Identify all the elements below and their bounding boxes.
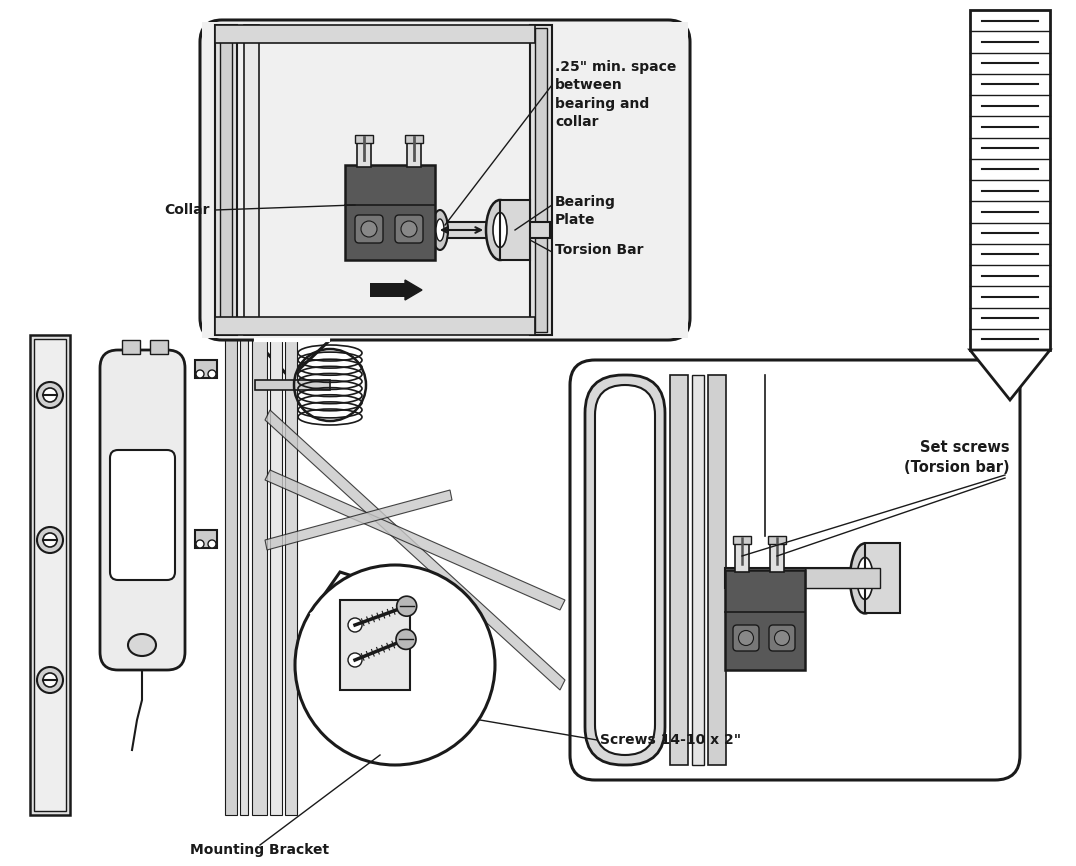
FancyBboxPatch shape <box>570 360 1020 780</box>
Bar <box>252 335 267 815</box>
Ellipse shape <box>362 221 377 237</box>
Bar <box>225 335 237 815</box>
Ellipse shape <box>436 219 444 241</box>
Bar <box>708 375 726 765</box>
Polygon shape <box>969 350 1050 400</box>
Bar <box>530 25 552 335</box>
Circle shape <box>208 370 216 378</box>
Circle shape <box>37 527 63 553</box>
Polygon shape <box>265 490 452 550</box>
Bar <box>535 28 547 332</box>
Bar <box>202 22 688 338</box>
FancyBboxPatch shape <box>585 375 665 765</box>
Text: Screws 14-10 x 2": Screws 14-10 x 2" <box>600 733 741 747</box>
Circle shape <box>396 630 416 650</box>
Circle shape <box>397 596 416 617</box>
Text: Collar: Collar <box>165 203 210 217</box>
FancyBboxPatch shape <box>733 625 759 651</box>
Bar <box>150 340 168 354</box>
Bar <box>34 339 66 811</box>
Ellipse shape <box>401 221 417 237</box>
Bar <box>405 135 423 143</box>
Bar <box>220 28 232 332</box>
Circle shape <box>208 540 216 548</box>
Bar <box>500 200 530 260</box>
FancyBboxPatch shape <box>769 625 795 651</box>
Ellipse shape <box>850 543 880 613</box>
Text: Torsion Bar: Torsion Bar <box>555 243 643 257</box>
Bar <box>345 165 435 260</box>
FancyBboxPatch shape <box>395 215 423 243</box>
Polygon shape <box>255 340 330 378</box>
FancyBboxPatch shape <box>110 450 175 580</box>
Text: .25" min. space
between
bearing and
collar: .25" min. space between bearing and coll… <box>555 60 677 129</box>
Bar <box>30 335 70 815</box>
Bar <box>215 25 237 335</box>
Bar <box>670 375 688 765</box>
Circle shape <box>348 653 362 667</box>
Bar <box>195 360 217 378</box>
Bar <box>215 25 535 43</box>
Bar <box>355 135 373 143</box>
Bar <box>735 538 749 572</box>
Text: Set screws
(Torsion bar): Set screws (Torsion bar) <box>904 440 1010 475</box>
Bar <box>122 340 140 354</box>
Polygon shape <box>265 410 565 690</box>
Ellipse shape <box>856 558 873 599</box>
Circle shape <box>43 673 57 687</box>
Bar <box>440 222 550 238</box>
Bar <box>285 335 297 815</box>
Text: Bearing
Plate: Bearing Plate <box>555 195 615 228</box>
Ellipse shape <box>738 630 753 645</box>
FancyBboxPatch shape <box>200 20 690 340</box>
Text: Mounting Bracket: Mounting Bracket <box>190 843 329 857</box>
Ellipse shape <box>128 634 156 656</box>
Circle shape <box>37 382 63 408</box>
Bar <box>865 543 900 613</box>
Bar <box>725 568 855 588</box>
Bar <box>692 375 704 765</box>
Circle shape <box>43 533 57 547</box>
Bar <box>340 600 410 690</box>
Bar <box>733 536 751 544</box>
Circle shape <box>37 667 63 693</box>
Bar <box>370 283 410 297</box>
Bar <box>255 380 330 390</box>
FancyBboxPatch shape <box>100 350 185 670</box>
Bar <box>768 536 785 544</box>
Ellipse shape <box>486 200 514 260</box>
Bar <box>195 530 217 548</box>
Bar <box>969 10 1050 350</box>
Circle shape <box>348 618 362 632</box>
Bar <box>244 25 259 335</box>
Circle shape <box>43 388 57 402</box>
Ellipse shape <box>775 630 790 645</box>
Ellipse shape <box>431 210 448 250</box>
Bar <box>500 200 530 260</box>
Bar <box>805 568 880 588</box>
Circle shape <box>196 370 204 378</box>
Ellipse shape <box>493 212 507 248</box>
Bar <box>770 538 784 572</box>
Polygon shape <box>310 572 365 615</box>
Bar <box>357 137 371 167</box>
Bar <box>270 335 282 815</box>
Bar <box>240 335 247 815</box>
Circle shape <box>295 565 495 765</box>
Polygon shape <box>265 470 565 610</box>
Bar <box>407 137 421 167</box>
FancyBboxPatch shape <box>595 385 655 755</box>
FancyBboxPatch shape <box>355 215 383 243</box>
Bar <box>215 317 535 335</box>
Bar <box>865 543 900 613</box>
Polygon shape <box>405 280 422 300</box>
Bar <box>725 570 805 670</box>
Circle shape <box>196 540 204 548</box>
